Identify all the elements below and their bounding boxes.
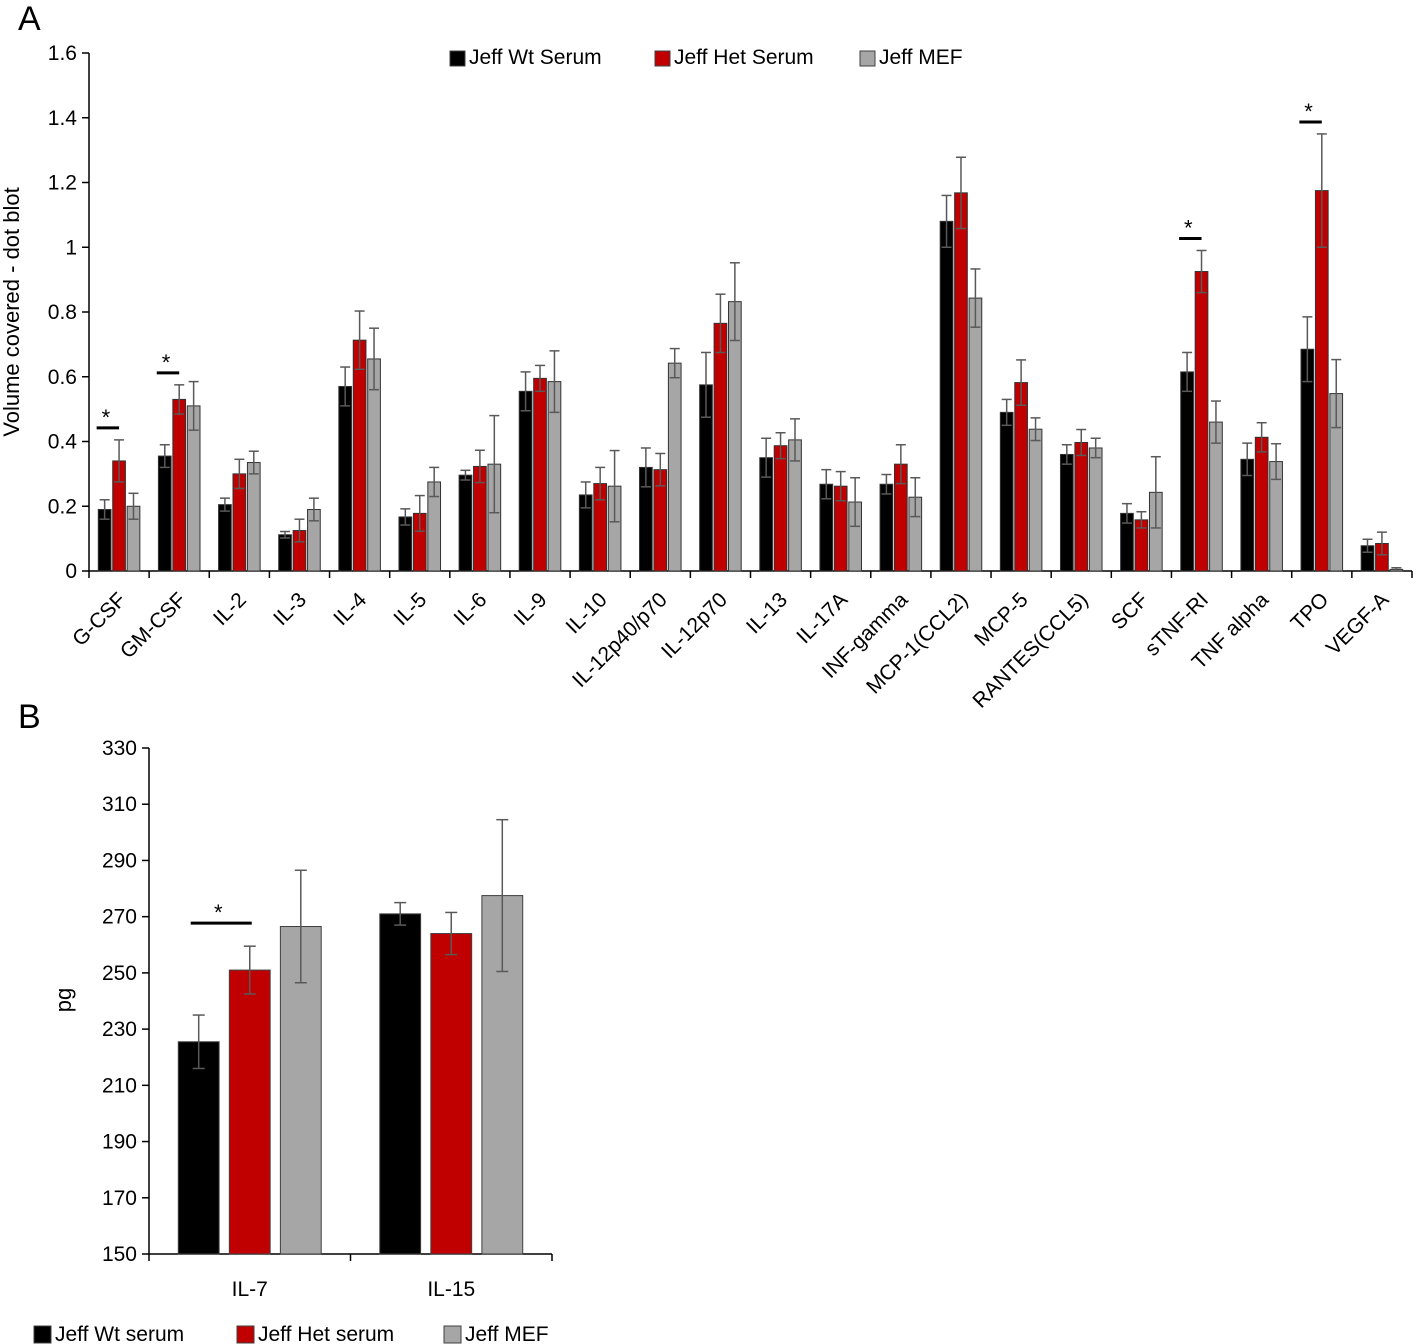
bar xyxy=(352,339,367,572)
y-tick-label: 1.2 xyxy=(48,172,77,195)
significance-star: * xyxy=(102,405,111,430)
x-category-label: IL-12p70 xyxy=(657,588,732,663)
x-category-label: SCF xyxy=(1107,588,1153,634)
bar xyxy=(218,504,232,572)
bar xyxy=(1194,271,1209,572)
y-tick-label: 250 xyxy=(102,962,137,985)
y-tick-label: 150 xyxy=(102,1243,137,1266)
panel-b-y-axis-title: pg xyxy=(51,988,76,1012)
legend-swatch xyxy=(859,50,876,67)
bar xyxy=(430,933,473,1255)
panel-b: B pg 150 170 190 210 230 250 270 290 310 330 IL-7 I… xyxy=(18,698,553,1344)
x-category-label: VEGF-A xyxy=(1322,588,1394,660)
bar xyxy=(228,969,271,1255)
x-category-label: RANTES(CCL5) xyxy=(968,588,1092,712)
x-category-label: IL-3 xyxy=(269,588,311,630)
legend-swatch xyxy=(449,50,466,67)
bar xyxy=(879,483,894,572)
panel-b-label: B xyxy=(18,698,41,736)
y-tick-label: 310 xyxy=(102,793,137,816)
bar xyxy=(954,192,968,572)
bar xyxy=(1028,428,1043,572)
y-tick-label: 290 xyxy=(102,849,137,872)
x-category-label: IL-6 xyxy=(450,588,492,630)
x-category-label: IL-4 xyxy=(329,588,371,630)
bar xyxy=(713,322,728,572)
bar xyxy=(773,445,788,572)
legend-label: Jeff Het serum xyxy=(258,1323,394,1344)
x-category-label: IL-13 xyxy=(742,588,792,638)
bar xyxy=(533,377,547,572)
y-tick-label: 170 xyxy=(102,1187,137,1210)
bar xyxy=(999,411,1014,572)
significance-star: * xyxy=(162,350,171,375)
panel-b-axes: 150 170 190 210 230 250 270 290 310 330 IL-7 IL-15 xyxy=(102,737,553,1301)
legend-label: Jeff Het Serum xyxy=(674,46,814,69)
significance-star: * xyxy=(214,900,223,925)
bar xyxy=(1180,371,1194,572)
panel-b-bars: * xyxy=(177,818,524,1255)
legend-swatch xyxy=(654,50,671,67)
panel-b-legend: Jeff Wt serum Jeff Het serum Jeff MEF xyxy=(33,1323,549,1344)
x-category-label: TPO xyxy=(1287,588,1334,635)
x-category-label: IL-7 xyxy=(232,1278,268,1301)
bar xyxy=(968,297,983,572)
y-tick-label: 0 xyxy=(65,560,77,583)
y-tick-label: 0.4 xyxy=(48,431,78,454)
panel-a-y-axis-title: Volume covered - dot blot xyxy=(0,187,24,436)
legend-label: Jeff Wt serum xyxy=(55,1323,184,1344)
bar xyxy=(1059,453,1074,572)
panel-a-bars: * * * * xyxy=(96,99,1404,572)
x-category-label: IL-5 xyxy=(389,588,431,630)
panel-a: A Volume covered - dot blot 0 0.2 0.4 0.6 0.… xyxy=(0,0,1413,713)
legend-swatch xyxy=(236,1325,255,1344)
bar xyxy=(172,398,187,572)
panel-a-label: A xyxy=(18,0,41,38)
bar xyxy=(278,534,292,572)
y-tick-label: 0.8 xyxy=(48,301,77,324)
bar xyxy=(177,1041,220,1255)
y-tick-label: 190 xyxy=(102,1131,137,1154)
x-category-label: IL-2 xyxy=(209,588,251,630)
bar xyxy=(1209,421,1223,572)
legend-swatch xyxy=(443,1325,462,1344)
bar xyxy=(728,301,742,572)
y-tick-label: 1 xyxy=(65,236,77,259)
x-category-label: GM-CSF xyxy=(116,588,191,663)
bar xyxy=(939,220,954,572)
bar xyxy=(367,358,381,572)
bar xyxy=(157,455,172,572)
bar xyxy=(338,385,353,572)
significance-star: * xyxy=(1184,215,1193,240)
y-tick-label: 230 xyxy=(102,1018,137,1041)
bar xyxy=(1088,447,1103,572)
y-tick-label: 0.6 xyxy=(48,366,77,389)
y-tick-label: 210 xyxy=(102,1074,137,1097)
x-category-label: IL-10 xyxy=(562,588,612,638)
bar xyxy=(1300,348,1315,572)
bar xyxy=(379,913,422,1255)
y-tick-label: 270 xyxy=(102,906,137,929)
legend-swatch xyxy=(33,1325,52,1344)
bar xyxy=(246,462,261,572)
legend-label: Jeff Wt Serum xyxy=(469,46,602,69)
legend-label: Jeff MEF xyxy=(879,46,963,69)
bar xyxy=(1074,441,1089,572)
bar xyxy=(667,362,682,572)
y-tick-label: 330 xyxy=(102,737,137,760)
bar xyxy=(1014,382,1028,572)
significance-star: * xyxy=(1304,99,1313,124)
x-category-label: IL-17A xyxy=(792,588,852,648)
y-tick-label: 0.2 xyxy=(48,495,77,518)
legend-label: Jeff MEF xyxy=(465,1323,549,1344)
y-tick-label: 1.6 xyxy=(48,42,77,65)
panel-a-legend: Jeff Wt Serum Jeff Het Serum Jeff MEF xyxy=(449,46,963,69)
x-category-label: IL-9 xyxy=(510,588,552,630)
y-tick-label: 1.4 xyxy=(48,107,78,130)
bar xyxy=(1254,436,1269,572)
x-category-label: IL-15 xyxy=(427,1278,475,1301)
bar xyxy=(458,474,473,572)
bar xyxy=(518,390,533,572)
